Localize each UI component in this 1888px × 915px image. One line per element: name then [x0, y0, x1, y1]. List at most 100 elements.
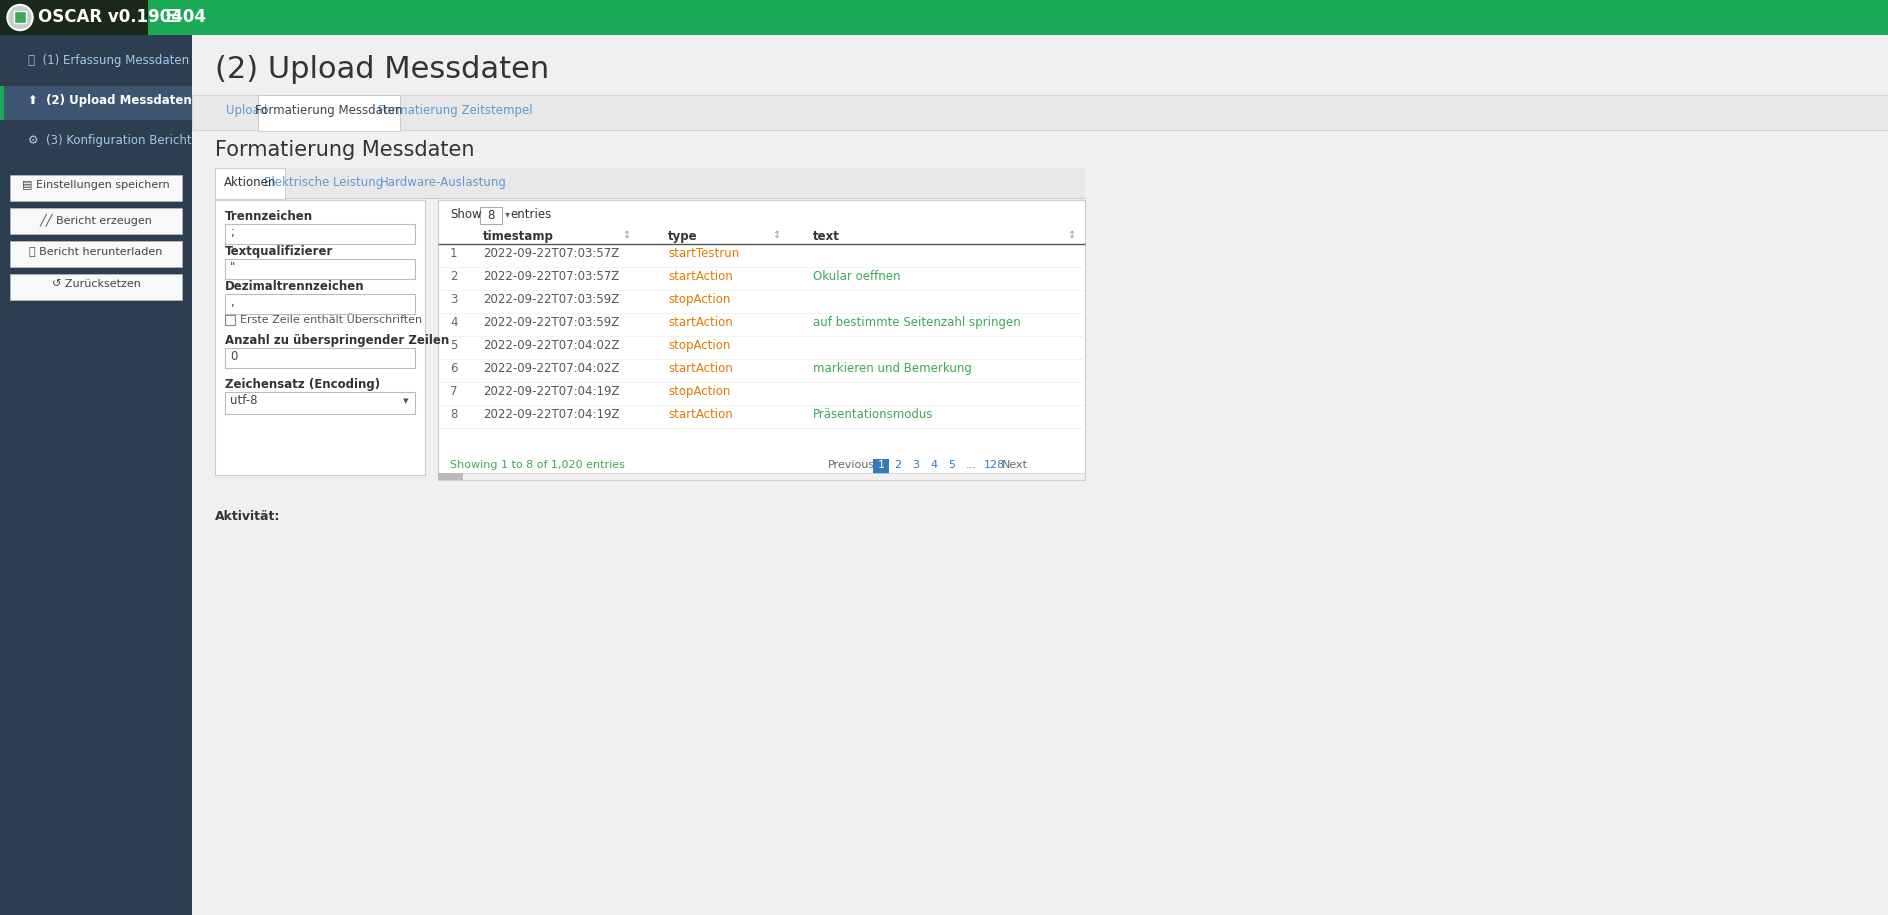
Text: text: text: [814, 230, 840, 243]
Bar: [0, 0, 147, 35]
Text: 2022-09-22T07:03:59Z: 2022-09-22T07:03:59Z: [483, 316, 619, 329]
Bar: [225, 224, 415, 244]
Text: ↕: ↕: [623, 230, 631, 240]
Text: 6: 6: [449, 362, 457, 375]
Text: 2022-09-22T07:04:02Z: 2022-09-22T07:04:02Z: [483, 362, 619, 375]
Text: entries: entries: [510, 208, 551, 221]
Text: Elektrische Leistung: Elektrische Leistung: [264, 176, 383, 189]
Text: auf bestimmte Seitenzahl springen: auf bestimmte Seitenzahl springen: [814, 316, 1021, 329]
Text: 3: 3: [449, 293, 457, 306]
Text: utf-8: utf-8: [230, 394, 257, 407]
Text: ☰: ☰: [164, 8, 181, 26]
Text: stopAction: stopAction: [668, 385, 731, 398]
Text: 5: 5: [449, 339, 457, 352]
Circle shape: [8, 5, 32, 30]
Bar: [9, 175, 181, 201]
Text: startAction: startAction: [668, 362, 733, 375]
Text: Showing 1 to 8 of 1,020 entries: Showing 1 to 8 of 1,020 entries: [449, 460, 625, 470]
Text: 4: 4: [449, 316, 457, 329]
Bar: [225, 392, 415, 414]
Text: startTestrun: startTestrun: [668, 247, 740, 260]
Bar: [9, 241, 181, 267]
Bar: [438, 200, 1086, 480]
Text: Upload: Upload: [227, 104, 268, 117]
Text: 2: 2: [895, 460, 901, 470]
Bar: [0, 86, 193, 120]
Bar: [215, 168, 1086, 198]
Text: 2022-09-22T07:03:57Z: 2022-09-22T07:03:57Z: [483, 247, 619, 260]
Bar: [215, 200, 425, 475]
Text: Aktivität:: Aktivität:: [215, 510, 281, 523]
Text: Show: Show: [449, 208, 481, 221]
Text: Erste Zeile enthält Überschriften: Erste Zeile enthält Überschriften: [240, 315, 423, 325]
Text: startAction: startAction: [668, 408, 733, 421]
Text: 1: 1: [878, 460, 884, 470]
Text: ⤓ Bericht herunterladen: ⤓ Bericht herunterladen: [30, 246, 162, 256]
Text: ▾: ▾: [402, 396, 408, 406]
Text: Formatierung Messdaten: Formatierung Messdaten: [255, 104, 402, 117]
Text: Formatierung Zeitstempel: Formatierung Zeitstempel: [378, 104, 532, 117]
Text: Anzahl zu überspringender Zeilen: Anzahl zu überspringender Zeilen: [225, 334, 449, 347]
Text: OSCAR v0.190404: OSCAR v0.190404: [38, 8, 206, 26]
Text: Zeichensatz (Encoding): Zeichensatz (Encoding): [225, 378, 379, 391]
Text: 2022-09-22T07:04:19Z: 2022-09-22T07:04:19Z: [483, 385, 619, 398]
Text: type: type: [668, 230, 699, 243]
Bar: [9, 208, 181, 234]
Bar: [0, 86, 4, 120]
Text: ↕: ↕: [772, 230, 782, 240]
Text: Aktionen: Aktionen: [225, 176, 276, 189]
Text: Dezimaltrennzeichen: Dezimaltrennzeichen: [225, 280, 364, 293]
Text: markieren und Bemerkung: markieren und Bemerkung: [814, 362, 972, 375]
Text: 2022-09-22T07:03:57Z: 2022-09-22T07:03:57Z: [483, 270, 619, 283]
Bar: [225, 315, 234, 325]
Text: Präsentationsmodus: Präsentationsmodus: [814, 408, 933, 421]
Text: (2) Upload Messdaten: (2) Upload Messdaten: [215, 55, 549, 84]
Bar: [193, 95, 1888, 130]
Text: Hardware-Auslastung: Hardware-Auslastung: [379, 176, 506, 189]
Bar: [0, 0, 1888, 35]
Text: ↕: ↕: [1069, 230, 1076, 240]
Text: startAction: startAction: [668, 270, 733, 283]
Bar: [438, 473, 1086, 480]
Bar: [13, 11, 26, 23]
Text: ": ": [230, 261, 236, 274]
Text: ⚙  (3) Konfiguration Bericht: ⚙ (3) Konfiguration Bericht: [28, 134, 191, 147]
Text: 3: 3: [912, 460, 919, 470]
Bar: [225, 348, 415, 368]
Bar: [872, 459, 889, 475]
Text: ▾: ▾: [502, 210, 510, 220]
Text: Textqualifizierer: Textqualifizierer: [225, 245, 334, 258]
Bar: [9, 274, 181, 300]
Text: ↺ Zurücksetzen: ↺ Zurücksetzen: [51, 279, 140, 289]
Text: 2022-09-22T07:04:19Z: 2022-09-22T07:04:19Z: [483, 408, 619, 421]
Text: 4: 4: [931, 460, 936, 470]
Text: 128: 128: [984, 460, 1004, 470]
Text: stopAction: stopAction: [668, 293, 731, 306]
Text: 8: 8: [449, 408, 457, 421]
Text: Previous: Previous: [829, 460, 876, 470]
Text: 2: 2: [449, 270, 457, 283]
Text: Okular oeffnen: Okular oeffnen: [814, 270, 901, 283]
Text: 2022-09-22T07:04:02Z: 2022-09-22T07:04:02Z: [483, 339, 619, 352]
Bar: [438, 473, 463, 480]
Bar: [215, 168, 285, 199]
Text: ▤ Einstellungen speichern: ▤ Einstellungen speichern: [23, 180, 170, 190]
Text: Next: Next: [1003, 460, 1027, 470]
Text: Formatierung Messdaten: Formatierung Messdaten: [215, 140, 474, 160]
Text: ╱╱ Bericht erzeugen: ╱╱ Bericht erzeugen: [40, 213, 153, 226]
Text: startAction: startAction: [668, 316, 733, 329]
Text: 8: 8: [487, 209, 495, 222]
Bar: [0, 35, 193, 915]
Text: stopAction: stopAction: [668, 339, 731, 352]
Text: 5: 5: [948, 460, 955, 470]
Bar: [193, 35, 1888, 915]
Text: 2022-09-22T07:03:59Z: 2022-09-22T07:03:59Z: [483, 293, 619, 306]
Bar: [259, 95, 400, 131]
Circle shape: [9, 6, 30, 28]
Text: ⛟  (1) Erfassung Messdaten: ⛟ (1) Erfassung Messdaten: [28, 54, 189, 67]
Text: Trennzeichen: Trennzeichen: [225, 210, 313, 223]
Text: ,: ,: [230, 296, 234, 309]
Text: ...: ...: [967, 460, 976, 470]
Text: timestamp: timestamp: [483, 230, 553, 243]
Text: 1: 1: [449, 247, 457, 260]
